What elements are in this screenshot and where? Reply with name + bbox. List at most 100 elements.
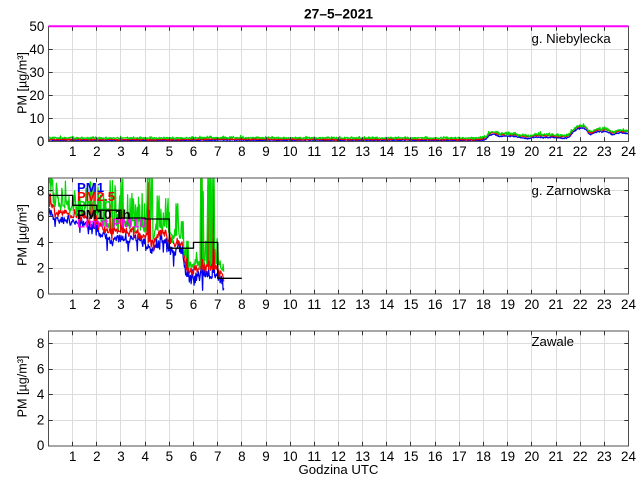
svg-text:8: 8 (238, 297, 245, 312)
svg-text:23: 23 (597, 144, 612, 159)
svg-text:7: 7 (214, 449, 221, 464)
svg-text:15: 15 (404, 297, 419, 312)
svg-text:19: 19 (500, 449, 515, 464)
svg-text:2: 2 (37, 261, 44, 276)
svg-text:6: 6 (37, 361, 44, 376)
svg-text:20: 20 (524, 449, 539, 464)
svg-text:14: 14 (379, 144, 394, 159)
svg-text:24: 24 (621, 297, 636, 312)
svg-text:PM [µg/m³]: PM [µg/m³] (15, 52, 29, 114)
svg-text:12: 12 (331, 449, 346, 464)
svg-text:10: 10 (283, 449, 298, 464)
svg-text:4: 4 (37, 235, 45, 250)
svg-text:20: 20 (524, 297, 539, 312)
svg-text:Godzina UTC: Godzina UTC (299, 462, 379, 477)
svg-text:PM10 1h: PM10 1h (77, 207, 131, 222)
svg-text:13: 13 (355, 297, 370, 312)
svg-text:22: 22 (573, 144, 588, 159)
svg-text:10: 10 (283, 297, 298, 312)
svg-text:PM [µg/m³]: PM [µg/m³] (15, 204, 29, 266)
svg-text:9: 9 (262, 449, 269, 464)
svg-text:12: 12 (331, 144, 346, 159)
svg-text:10: 10 (29, 111, 44, 126)
svg-text:1: 1 (69, 449, 76, 464)
svg-text:Limit PM10: Limit PM10 (77, 216, 147, 231)
svg-text:23: 23 (597, 297, 612, 312)
svg-text:18: 18 (476, 297, 491, 312)
svg-text:1: 1 (69, 297, 76, 312)
svg-text:6: 6 (190, 297, 197, 312)
svg-text:5: 5 (166, 297, 173, 312)
svg-text:4: 4 (141, 144, 149, 159)
svg-text:6: 6 (190, 449, 197, 464)
svg-text:27–5–2021: 27–5–2021 (304, 6, 373, 21)
svg-text:2: 2 (93, 144, 100, 159)
svg-text:21: 21 (549, 144, 564, 159)
svg-text:19: 19 (500, 144, 515, 159)
svg-text:PM2.5: PM2.5 (77, 189, 115, 204)
svg-text:21: 21 (549, 449, 564, 464)
svg-text:8: 8 (238, 449, 245, 464)
svg-text:1: 1 (69, 144, 76, 159)
svg-text:19: 19 (500, 297, 515, 312)
svg-text:10: 10 (283, 144, 298, 159)
svg-text:2: 2 (93, 449, 100, 464)
svg-text:11: 11 (307, 449, 321, 464)
svg-text:21: 21 (549, 297, 564, 312)
svg-text:3: 3 (117, 144, 124, 159)
svg-text:22: 22 (573, 297, 588, 312)
svg-text:24: 24 (621, 449, 636, 464)
svg-text:17: 17 (452, 449, 467, 464)
svg-text:6: 6 (37, 209, 44, 224)
svg-text:18: 18 (476, 144, 491, 159)
svg-text:24: 24 (621, 144, 636, 159)
svg-text:4: 4 (141, 297, 149, 312)
svg-text:30: 30 (29, 65, 44, 80)
svg-text:40: 40 (29, 42, 44, 57)
svg-text:5: 5 (166, 144, 173, 159)
svg-text:11: 11 (307, 144, 321, 159)
svg-text:16: 16 (428, 297, 443, 312)
svg-text:PM1: PM1 (77, 180, 104, 195)
svg-text:9: 9 (262, 297, 269, 312)
svg-text:Zawale: Zawale (532, 334, 575, 349)
svg-text:7: 7 (214, 144, 221, 159)
svg-text:PM [µg/m³]: PM [µg/m³] (15, 356, 29, 418)
svg-text:4: 4 (141, 449, 149, 464)
svg-text:0: 0 (37, 134, 44, 149)
svg-text:8: 8 (37, 336, 44, 351)
svg-text:0: 0 (37, 286, 44, 301)
svg-text:14: 14 (379, 297, 394, 312)
svg-text:g. Zarnowska: g. Zarnowska (532, 183, 612, 198)
svg-text:6: 6 (190, 144, 197, 159)
svg-text:50: 50 (29, 19, 44, 34)
svg-text:7: 7 (214, 297, 221, 312)
svg-text:4: 4 (37, 387, 45, 402)
svg-text:12: 12 (331, 297, 346, 312)
svg-text:9: 9 (262, 144, 269, 159)
svg-text:17: 17 (452, 144, 467, 159)
svg-text:3: 3 (117, 449, 124, 464)
svg-text:3: 3 (117, 297, 124, 312)
svg-text:23: 23 (597, 449, 612, 464)
svg-text:22: 22 (573, 449, 588, 464)
svg-text:13: 13 (355, 144, 370, 159)
svg-text:8: 8 (37, 183, 44, 198)
svg-text:16: 16 (428, 144, 443, 159)
svg-text:20: 20 (524, 144, 539, 159)
svg-text:17: 17 (452, 297, 467, 312)
svg-text:13: 13 (355, 449, 370, 464)
svg-text:2: 2 (37, 412, 44, 427)
svg-text:16: 16 (428, 449, 443, 464)
svg-text:11: 11 (307, 297, 321, 312)
svg-text:15: 15 (404, 144, 419, 159)
svg-text:g. Niebylecka: g. Niebylecka (532, 31, 612, 46)
svg-text:8: 8 (238, 144, 245, 159)
svg-text:15: 15 (404, 449, 419, 464)
svg-text:20: 20 (29, 88, 44, 103)
svg-text:18: 18 (476, 449, 491, 464)
svg-text:14: 14 (379, 449, 394, 464)
svg-text:5: 5 (166, 449, 173, 464)
svg-text:0: 0 (37, 438, 44, 453)
svg-text:2: 2 (93, 297, 100, 312)
